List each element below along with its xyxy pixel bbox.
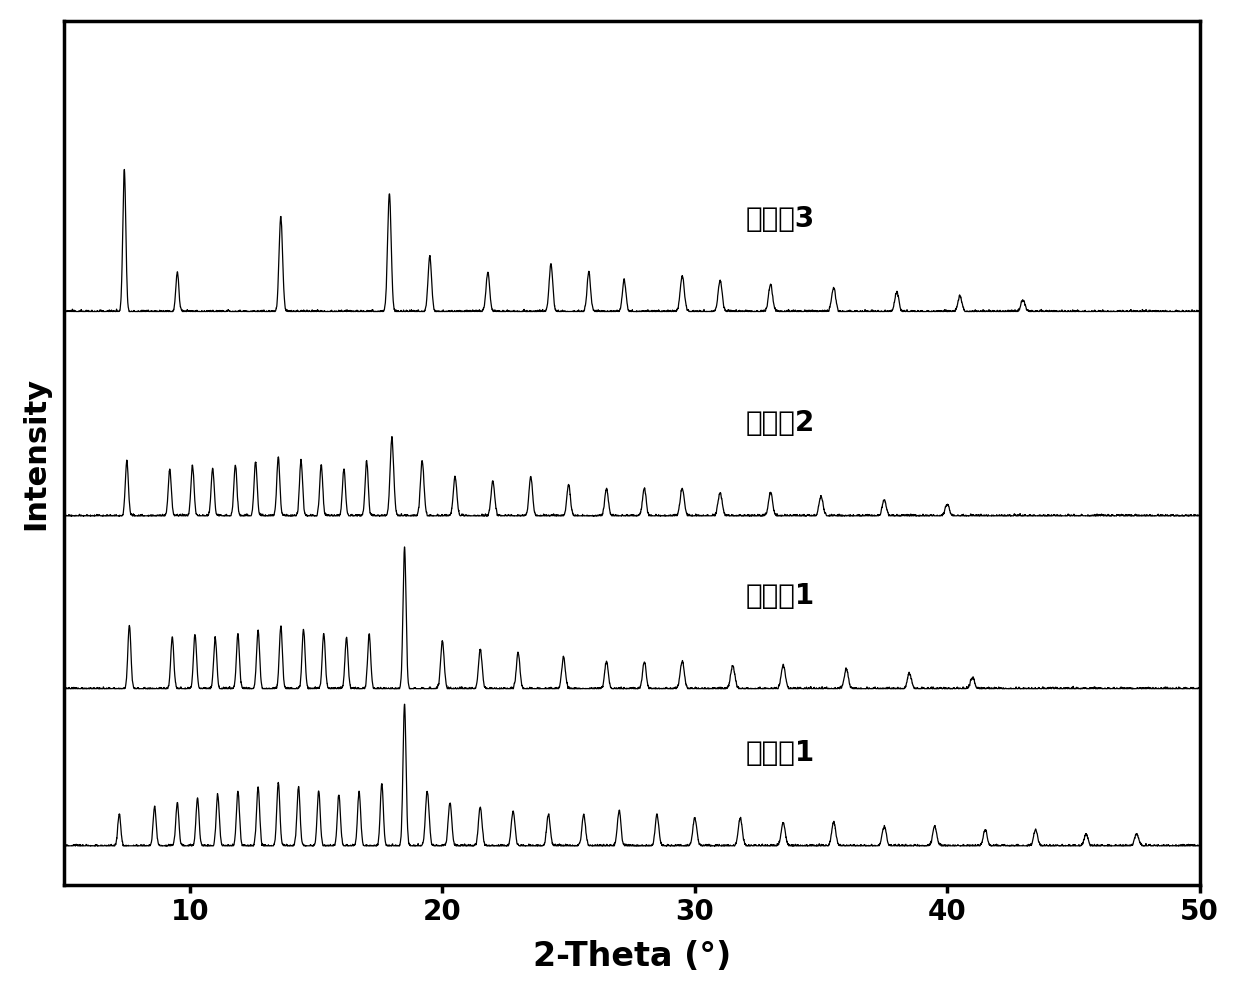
Text: 实施例1: 实施例1 xyxy=(745,582,815,610)
Text: 对比例1: 对比例1 xyxy=(745,740,815,767)
X-axis label: 2-Theta (°): 2-Theta (°) xyxy=(533,940,730,973)
Y-axis label: Intensity: Intensity xyxy=(21,377,50,530)
Text: 实施例3: 实施例3 xyxy=(745,205,815,233)
Text: 实施例2: 实施例2 xyxy=(745,410,815,437)
